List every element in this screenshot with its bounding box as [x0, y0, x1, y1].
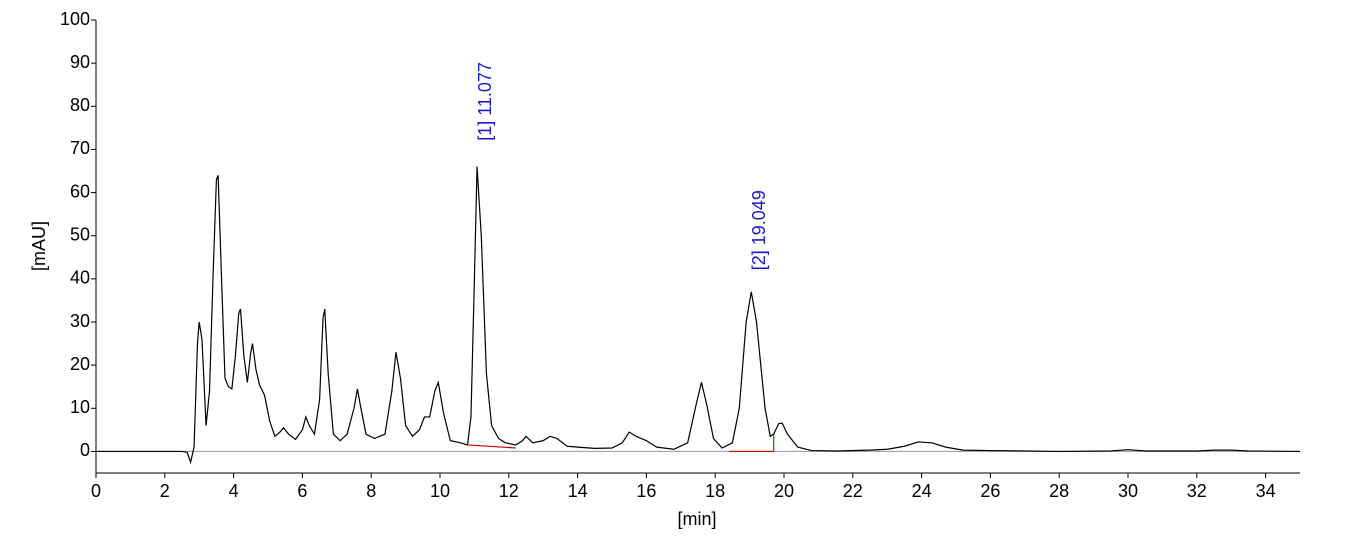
- y-tick-label: 70: [70, 138, 90, 158]
- x-tick-label: 16: [636, 481, 656, 501]
- x-tick-label: 20: [774, 481, 794, 501]
- trace: [96, 166, 1301, 465]
- x-tick-label: 18: [705, 481, 725, 501]
- x-tick-label: 28: [1049, 481, 1069, 501]
- x-tick-label: 24: [912, 481, 932, 501]
- x-tick-label: 0: [91, 481, 101, 501]
- x-tick-label: 2: [160, 481, 170, 501]
- y-tick-label: 20: [70, 354, 90, 374]
- y-axis-label: [mAU]: [29, 221, 49, 271]
- y-tick-label: 80: [70, 95, 90, 115]
- x-tick-label: 6: [297, 481, 307, 501]
- y-tick-label: 40: [70, 268, 90, 288]
- y-tick-label: 50: [70, 224, 90, 244]
- x-tick-label: 4: [229, 481, 239, 501]
- y-tick-label: 10: [70, 397, 90, 417]
- x-tick-label: 14: [568, 481, 588, 501]
- x-axis-label: [min]: [677, 509, 716, 529]
- y-tick-label: 0: [80, 440, 90, 460]
- integration-baseline: [467, 444, 516, 449]
- y-tick-label: 90: [70, 52, 90, 72]
- y-tick-label: 30: [70, 311, 90, 331]
- x-tick-label: 12: [499, 481, 519, 501]
- x-tick-label: 32: [1187, 481, 1207, 501]
- x-tick-label: 34: [1256, 481, 1276, 501]
- y-tick-label: 60: [70, 181, 90, 201]
- y-tick-label: 100: [60, 9, 90, 29]
- x-tick-label: 22: [843, 481, 863, 501]
- x-tick-label: 8: [366, 481, 376, 501]
- peak-label: [2] 19.049: [749, 190, 769, 270]
- x-tick-label: 30: [1118, 481, 1138, 501]
- x-tick-label: 10: [430, 481, 450, 501]
- x-tick-label: 26: [980, 481, 1000, 501]
- peak-label: [1] 11.077: [475, 62, 495, 141]
